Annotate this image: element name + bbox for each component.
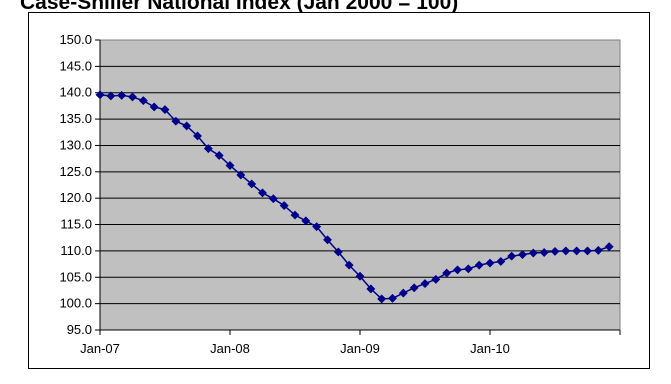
data-point bbox=[528, 248, 538, 258]
data-point bbox=[550, 246, 560, 256]
data-point bbox=[582, 246, 593, 256]
data-point bbox=[225, 160, 235, 171]
data-point bbox=[95, 90, 105, 100]
data-point bbox=[366, 284, 376, 294]
data-point bbox=[387, 293, 398, 303]
data-point bbox=[106, 91, 116, 101]
data-point bbox=[333, 247, 343, 257]
y-tick-label: 120.0 bbox=[59, 190, 92, 205]
data-point bbox=[127, 92, 138, 102]
data-point bbox=[496, 256, 506, 267]
y-tick-label: 150.0 bbox=[59, 32, 92, 47]
data-point bbox=[420, 279, 430, 289]
data-point bbox=[203, 144, 213, 154]
y-tick-label: 95.0 bbox=[67, 322, 92, 337]
data-point bbox=[192, 131, 203, 141]
data-point bbox=[344, 260, 354, 270]
data-point bbox=[236, 170, 246, 180]
y-tick-label: 100.0 bbox=[59, 296, 92, 311]
data-point bbox=[149, 102, 159, 112]
data-point bbox=[572, 246, 582, 256]
data-point bbox=[355, 271, 365, 281]
x-tick-label: Jan-08 bbox=[210, 341, 250, 356]
data-point bbox=[431, 274, 441, 284]
data-point bbox=[290, 210, 300, 220]
data-point bbox=[257, 188, 268, 198]
data-point bbox=[322, 235, 333, 245]
plot-area bbox=[99, 39, 621, 331]
data-point bbox=[485, 258, 495, 268]
data-point bbox=[604, 242, 614, 252]
data-point bbox=[279, 201, 289, 211]
data-point bbox=[474, 260, 484, 270]
data-point bbox=[539, 247, 549, 258]
data-point bbox=[593, 245, 603, 255]
y-tick-label: 115.0 bbox=[60, 217, 92, 232]
data-point bbox=[442, 268, 452, 278]
data-point bbox=[182, 121, 192, 131]
data-point bbox=[268, 194, 278, 204]
data-point bbox=[377, 294, 387, 304]
data-point bbox=[247, 179, 257, 189]
x-tick-label: Jan-07 bbox=[80, 341, 120, 356]
data-point bbox=[171, 116, 181, 126]
y-tick-label: 135.0 bbox=[59, 111, 92, 126]
data-point bbox=[138, 96, 148, 106]
data-point bbox=[517, 250, 528, 260]
data-point bbox=[160, 105, 170, 115]
x-tick-label: Jan-09 bbox=[340, 341, 380, 356]
y-tick-label: 105.0 bbox=[59, 269, 92, 284]
x-tick-label: Jan-10 bbox=[470, 341, 510, 356]
y-tick-label: 110.0 bbox=[60, 243, 92, 258]
data-point bbox=[409, 283, 419, 293]
chart-title: Case-Shiller National Index (Jan 2000 = … bbox=[20, 0, 459, 14]
data-point bbox=[398, 288, 408, 298]
data-point bbox=[561, 246, 571, 256]
y-tick-label: 125.0 bbox=[59, 164, 92, 179]
y-tick-label: 130.0 bbox=[59, 137, 92, 152]
data-point bbox=[452, 265, 463, 275]
data-point bbox=[463, 264, 473, 274]
data-point bbox=[312, 222, 322, 232]
data-point bbox=[117, 90, 127, 100]
y-tick-label: 140.0 bbox=[59, 85, 92, 100]
y-tick-label: 145.0 bbox=[59, 58, 92, 73]
data-point bbox=[301, 216, 311, 226]
data-point bbox=[214, 150, 224, 161]
data-point bbox=[507, 251, 517, 261]
